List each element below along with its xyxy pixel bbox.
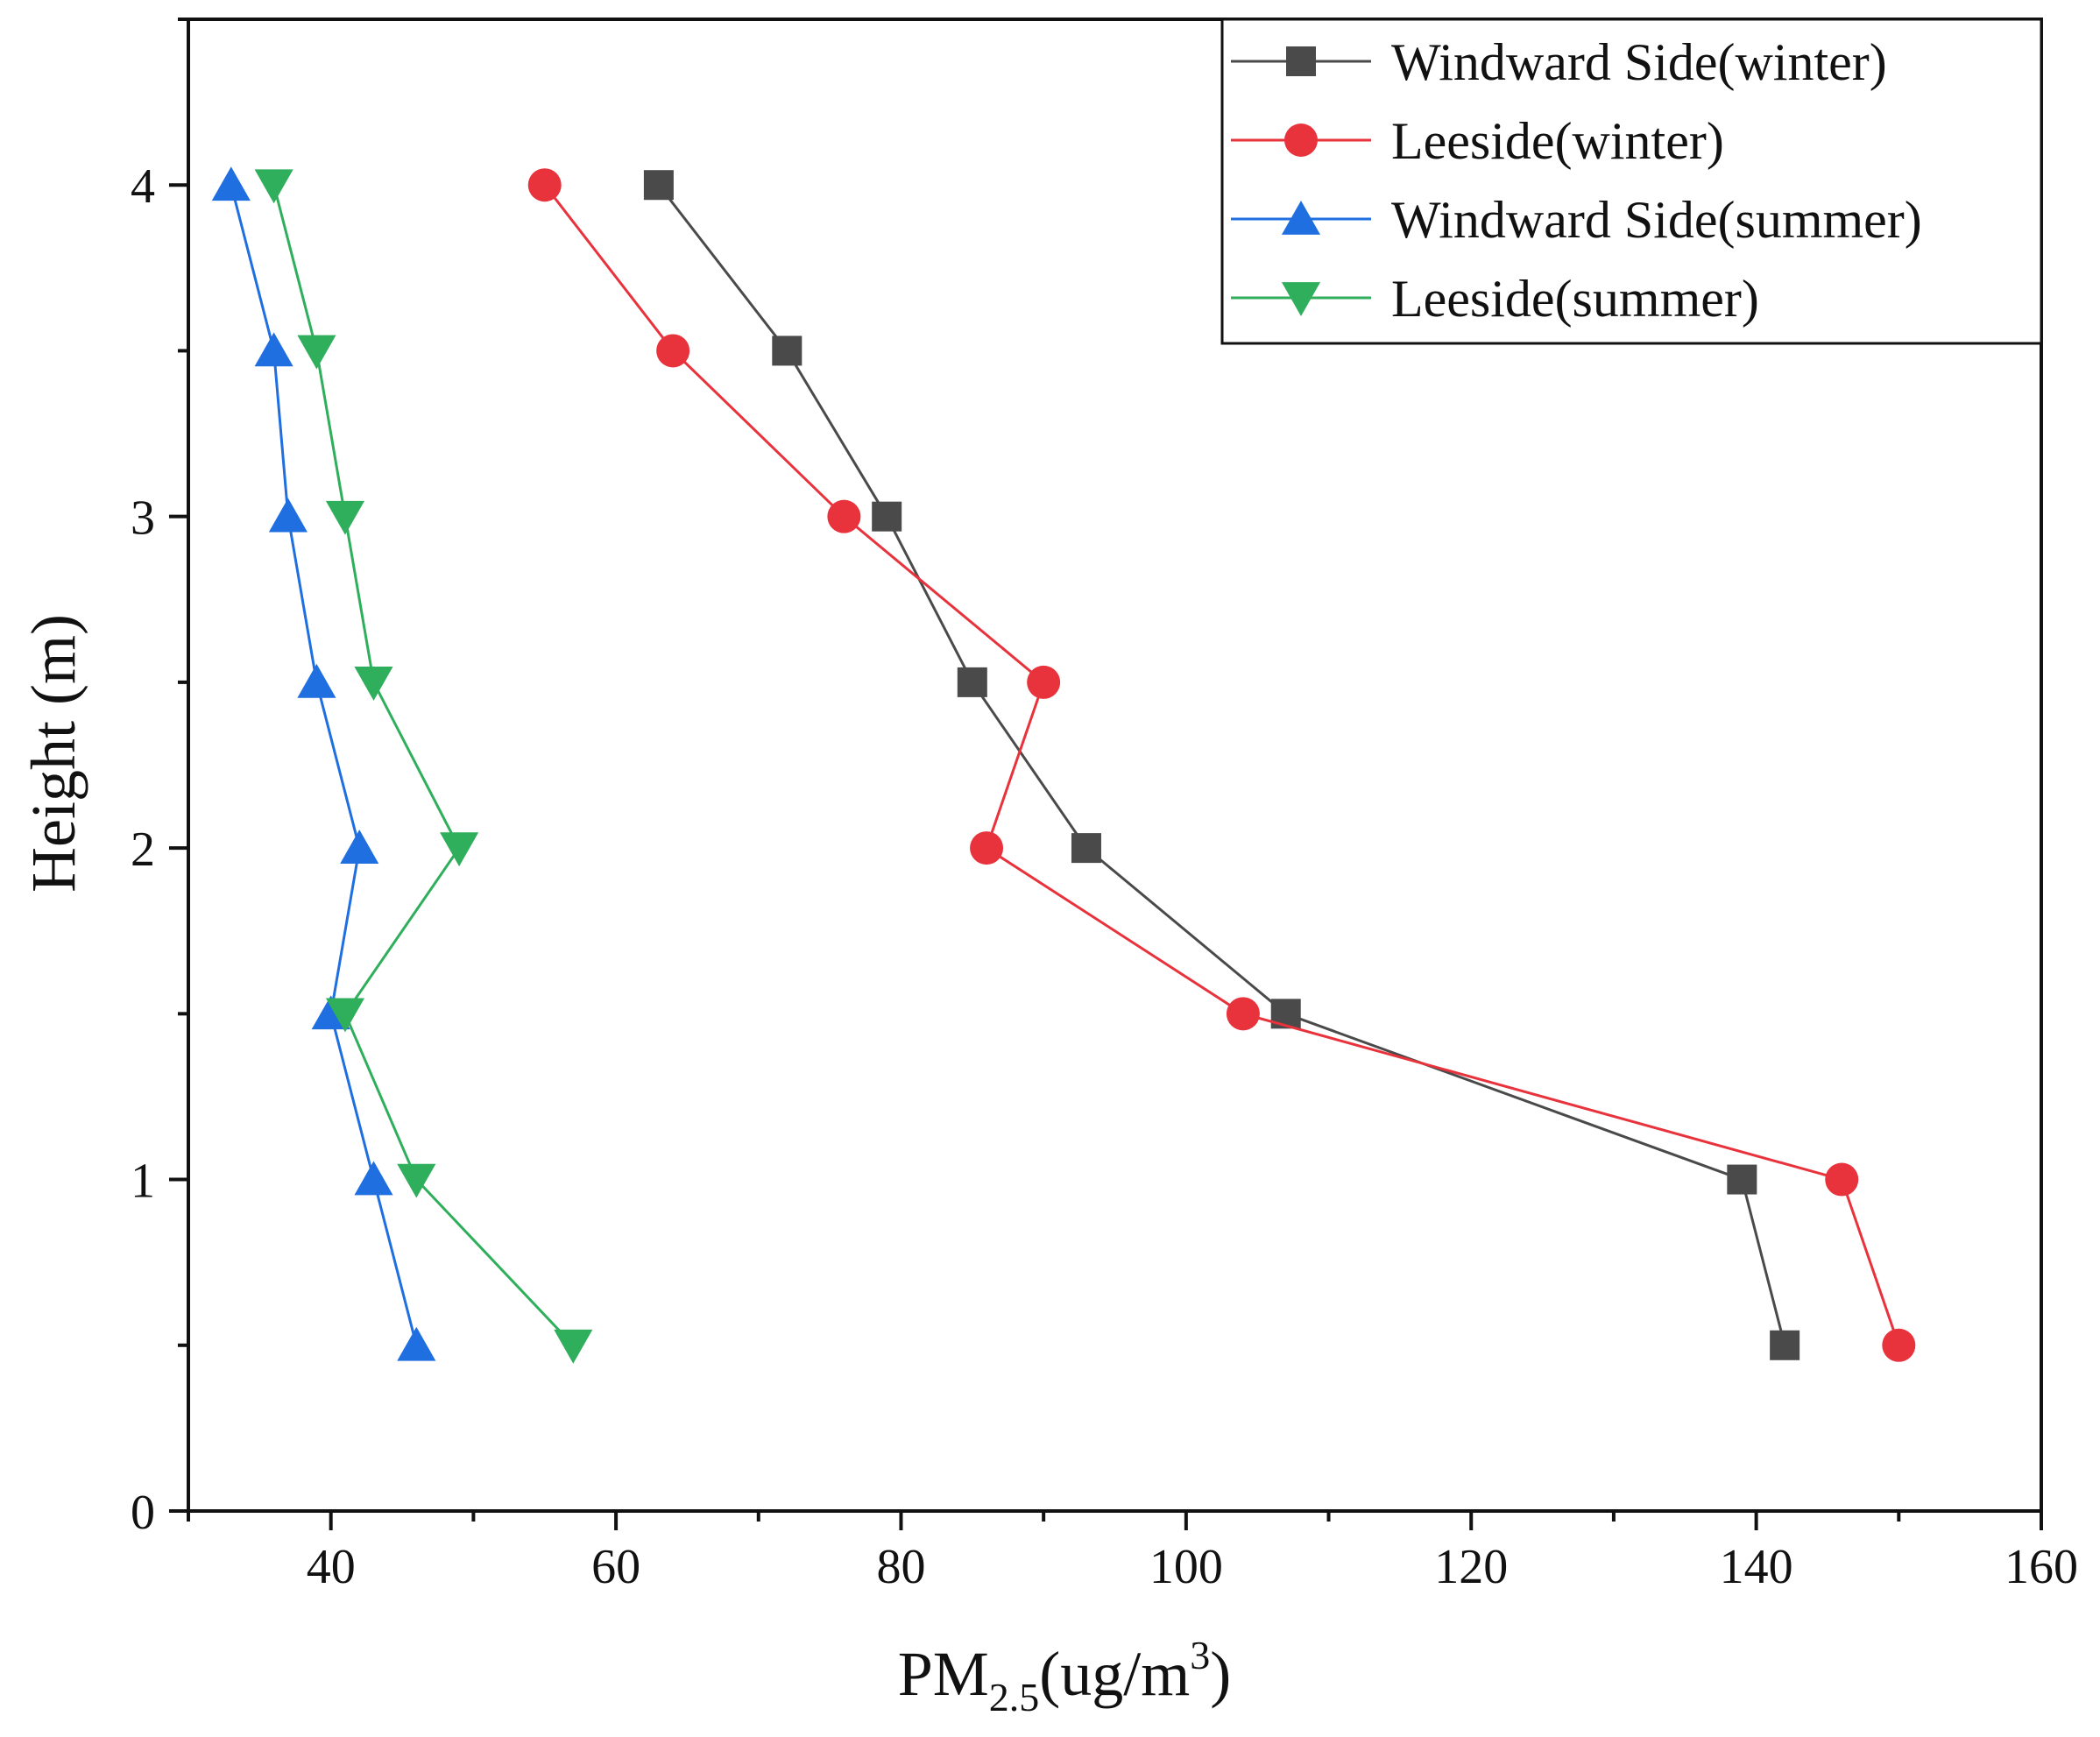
series-1 <box>643 170 1800 1360</box>
x-axis-title: PM2.5(ug/m3) <box>898 1633 1232 1719</box>
x-tick-label: 140 <box>1720 1540 1793 1594</box>
legend-label: Leeside(summer) <box>1391 270 1759 328</box>
x-tick-label: 40 <box>307 1540 356 1594</box>
x-tick-label: 100 <box>1149 1540 1223 1594</box>
data-point <box>297 335 336 370</box>
series-line <box>543 184 1900 1346</box>
legend: Windward Side(winter) Leeside(winter) Wind… <box>1220 18 2043 345</box>
x-tick-label: 80 <box>876 1540 925 1594</box>
data-point <box>268 498 308 533</box>
legend-item: Leeside(summer) <box>1231 270 1759 328</box>
y-tick-label: 0 <box>131 1486 155 1540</box>
x-tick-label: 120 <box>1434 1540 1508 1594</box>
legend-marker <box>1281 201 1321 235</box>
data-point <box>340 830 379 864</box>
y-tick-label: 3 <box>131 491 155 546</box>
y-tick-label: 1 <box>131 1154 155 1209</box>
data-point <box>1071 833 1101 864</box>
data-point <box>1882 1328 1916 1362</box>
data-point <box>872 501 902 532</box>
series-2 <box>527 168 1916 1362</box>
data-point <box>1770 1330 1800 1360</box>
series-3 <box>211 166 436 1361</box>
plot-frame <box>187 18 2043 1513</box>
data-point <box>772 335 803 366</box>
data-point <box>397 1163 436 1198</box>
data-point <box>1226 997 1260 1031</box>
legend-box <box>1220 18 2043 345</box>
y-tick-label: 2 <box>131 823 155 877</box>
legend-marker <box>1281 282 1321 316</box>
legend-item: Windward Side(winter) <box>1231 33 1887 91</box>
x-tick-label: 60 <box>591 1540 640 1594</box>
data-point <box>325 500 365 535</box>
data-point <box>554 1329 593 1364</box>
y-tick-label: 4 <box>131 159 155 214</box>
data-point <box>211 166 251 201</box>
legend-item: Windward Side(summer) <box>1231 191 1922 249</box>
data-point <box>1270 999 1301 1029</box>
legend-label: Leeside(winter) <box>1391 112 1724 170</box>
data-point <box>1027 665 1061 699</box>
data-point <box>957 667 987 697</box>
data-point <box>397 1326 436 1361</box>
data-point <box>254 332 293 367</box>
x-tick-label: 160 <box>2005 1540 2078 1594</box>
plot-area <box>211 166 1916 1364</box>
axes: 40 60 80 100 120 140 160 0 1 2 3 4 <box>131 18 2078 1594</box>
data-point <box>254 169 293 204</box>
data-point <box>656 334 690 368</box>
data-point <box>354 667 393 701</box>
series-line <box>230 184 418 1346</box>
y-axis-title: Height (m) <box>18 614 88 893</box>
data-point <box>440 832 479 867</box>
data-point <box>970 831 1004 865</box>
legend-marker <box>1286 46 1316 76</box>
data-point <box>1825 1162 1859 1197</box>
data-point <box>325 998 365 1033</box>
data-point <box>643 170 674 201</box>
data-point <box>827 499 861 533</box>
data-point <box>1727 1164 1757 1195</box>
legend-label: Windward Side(summer) <box>1391 191 1922 249</box>
data-point <box>527 168 562 202</box>
series-line <box>272 184 575 1346</box>
data-point <box>297 663 336 698</box>
series-4 <box>254 169 593 1364</box>
data-point <box>354 1161 393 1196</box>
legend-item: Leeside(winter) <box>1231 112 1724 170</box>
legend-label: Windward Side(winter) <box>1391 33 1887 91</box>
legend-marker <box>1284 124 1318 157</box>
series-line <box>657 184 1786 1346</box>
